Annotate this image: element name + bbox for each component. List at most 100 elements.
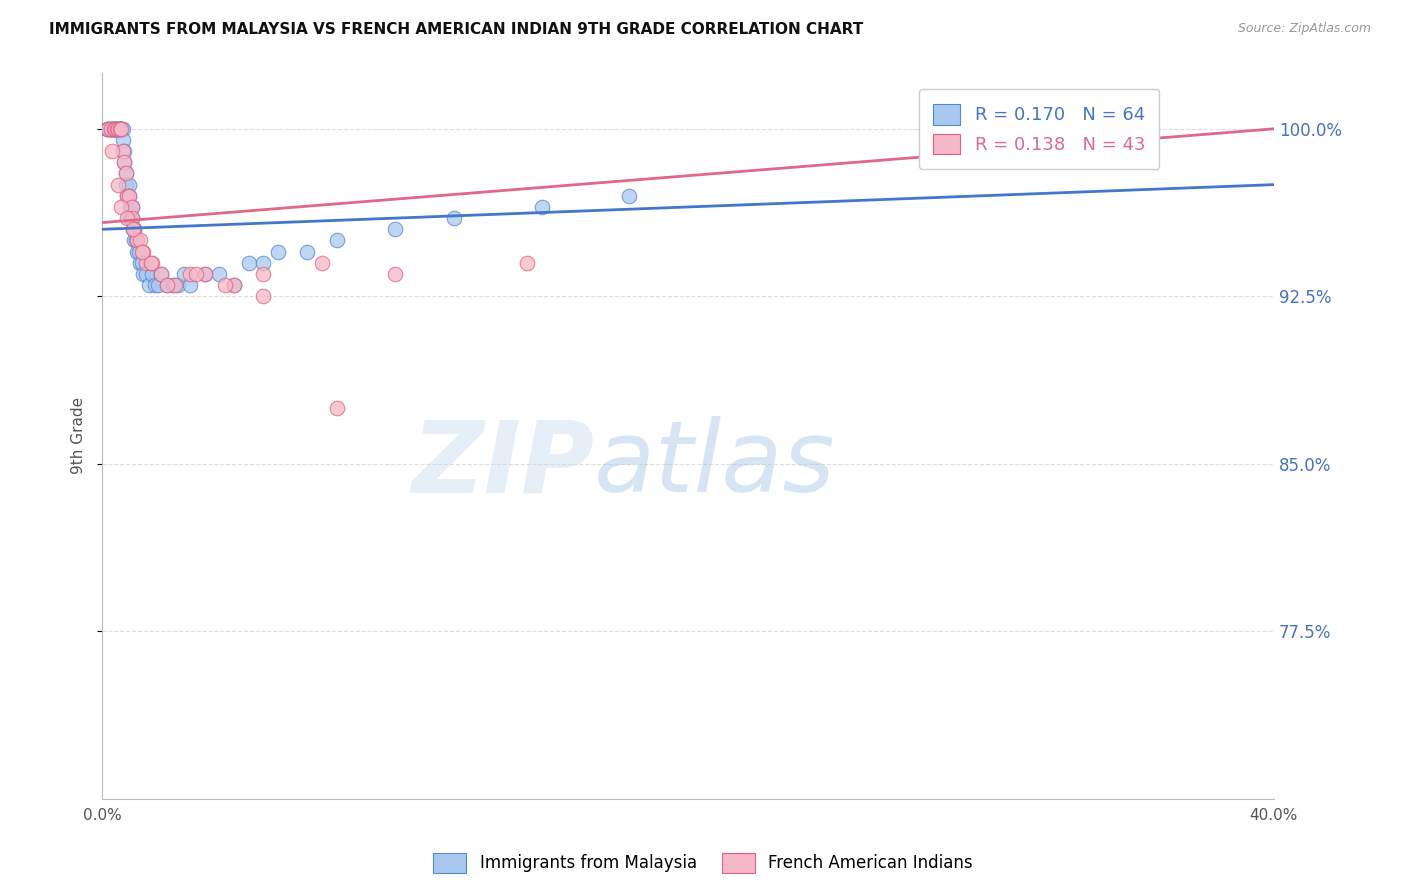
Point (131, 256, 153, 270)
Point (222, 278, 245, 293)
Point (121, 200, 143, 214)
Point (138, 278, 160, 293)
Legend: Immigrants from Malaysia, French American Indians: Immigrants from Malaysia, French America… (426, 847, 980, 880)
Legend: R = 0.170   N = 64, R = 0.138   N = 43: R = 0.170 N = 64, R = 0.138 N = 43 (918, 89, 1160, 169)
Point (222, 278, 245, 293)
Point (1116, 121, 1139, 136)
Text: IMMIGRANTS FROM MALAYSIA VS FRENCH AMERICAN INDIAN 9TH GRADE CORRELATION CHART: IMMIGRANTS FROM MALAYSIA VS FRENCH AMERI… (49, 22, 863, 37)
Point (103, 121, 125, 136)
Point (252, 289, 274, 303)
Point (105, 121, 128, 136)
Point (112, 155, 135, 169)
Point (146, 278, 169, 293)
Point (128, 244, 150, 259)
Point (115, 189, 138, 203)
Point (167, 278, 190, 293)
Point (111, 144, 134, 158)
Point (101, 121, 124, 136)
Point (443, 211, 465, 226)
Point (101, 121, 124, 136)
Point (194, 267, 217, 281)
Point (124, 222, 146, 236)
Point (194, 267, 217, 281)
Point (127, 244, 149, 259)
Point (325, 234, 347, 248)
Point (124, 234, 146, 248)
Point (104, 121, 127, 136)
Point (112, 155, 135, 169)
Point (149, 267, 172, 281)
Point (97, 121, 120, 136)
Text: ZIP: ZIP (412, 417, 595, 514)
Point (110, 121, 132, 136)
Point (127, 234, 149, 248)
Point (118, 200, 141, 214)
Point (384, 222, 406, 236)
Point (97, 121, 120, 136)
Point (384, 267, 406, 281)
Point (179, 267, 201, 281)
Point (110, 200, 132, 214)
Point (141, 256, 163, 270)
Point (132, 244, 155, 259)
Point (100, 121, 122, 136)
Point (135, 267, 157, 281)
Point (143, 278, 166, 293)
Point (162, 278, 184, 293)
Point (121, 211, 143, 226)
Point (104, 121, 127, 136)
Point (208, 267, 231, 281)
Point (156, 278, 179, 293)
Point (325, 401, 347, 415)
Text: Source: ZipAtlas.com: Source: ZipAtlas.com (1237, 22, 1371, 36)
Point (165, 278, 187, 293)
Point (267, 244, 290, 259)
Point (156, 278, 179, 293)
Point (112, 144, 135, 158)
Point (114, 166, 136, 180)
Point (108, 121, 131, 136)
Point (101, 144, 124, 158)
Point (118, 211, 141, 226)
Point (139, 256, 162, 270)
Point (125, 234, 148, 248)
Point (107, 121, 129, 136)
Point (107, 121, 129, 136)
Point (111, 133, 134, 147)
Point (184, 267, 207, 281)
Point (104, 121, 127, 136)
Point (131, 244, 153, 259)
Point (105, 121, 128, 136)
Point (100, 121, 122, 136)
Point (108, 121, 131, 136)
Point (173, 267, 195, 281)
Point (122, 222, 145, 236)
Point (121, 200, 143, 214)
Point (115, 189, 138, 203)
Point (107, 121, 129, 136)
Point (107, 178, 129, 192)
Point (103, 121, 125, 136)
Point (121, 211, 143, 226)
Point (141, 267, 163, 281)
Point (114, 166, 136, 180)
Point (117, 189, 139, 203)
Point (619, 189, 641, 203)
Point (122, 222, 145, 236)
Point (149, 267, 172, 281)
Point (124, 222, 146, 236)
Point (105, 121, 128, 136)
Text: atlas: atlas (595, 417, 837, 514)
Point (252, 267, 274, 281)
Point (110, 121, 132, 136)
Point (297, 244, 319, 259)
Point (115, 211, 138, 226)
Point (96, 121, 118, 136)
Point (117, 189, 139, 203)
Point (238, 256, 260, 270)
Point (108, 121, 131, 136)
Point (214, 278, 236, 293)
Point (108, 121, 131, 136)
Point (98, 121, 121, 136)
Point (110, 121, 132, 136)
